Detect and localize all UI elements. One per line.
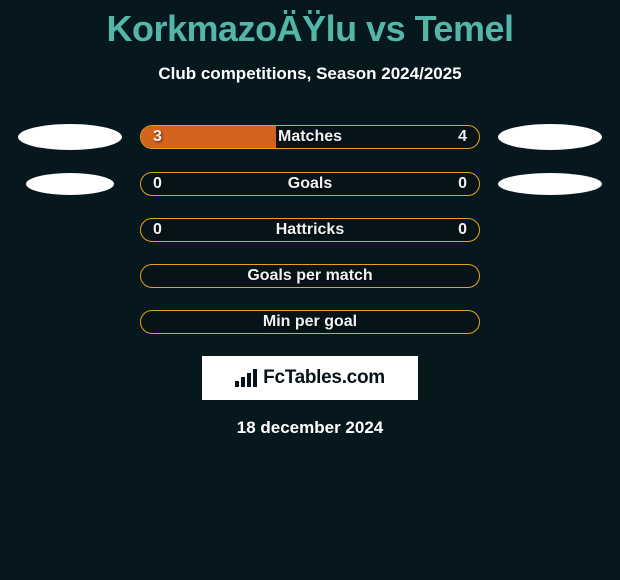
comparison-row: Min per goal: [0, 310, 620, 334]
logo-text: FcTables.com: [263, 367, 385, 389]
stat-value-right: 4: [458, 126, 467, 148]
player-left-ellipse: [18, 124, 122, 150]
bar-chart-icon: [235, 369, 257, 387]
stat-bar: Min per goal: [140, 310, 480, 334]
player-right-ellipse: [498, 124, 602, 150]
stat-label: Matches: [141, 126, 479, 148]
right-ellipse-slot: [480, 173, 620, 195]
stat-value-right: 0: [458, 173, 467, 195]
comparison-row: Hattricks0 0: [0, 218, 620, 242]
player-left-ellipse: [26, 173, 114, 195]
stat-label: Goals per match: [141, 265, 479, 287]
right-ellipse-slot: [480, 124, 620, 150]
stat-label: Goals: [141, 173, 479, 195]
stat-value-left: 3: [153, 126, 162, 148]
left-ellipse-slot: [0, 124, 140, 150]
generated-date: 18 december 2024: [0, 418, 620, 438]
left-ellipse-slot: [0, 173, 140, 195]
comparison-rows: Matches34Goals00Hattricks00Goals per mat…: [0, 124, 620, 334]
player-right-ellipse: [498, 173, 602, 195]
stat-bar: Goals0 0: [140, 172, 480, 196]
stat-value-left: 0: [153, 173, 162, 195]
stat-bar: Goals per match: [140, 264, 480, 288]
comparison-subtitle: Club competitions, Season 2024/2025: [0, 64, 620, 84]
stat-value-right: 0: [458, 219, 467, 241]
stat-label: Hattricks: [141, 219, 479, 241]
comparison-row: Goals0 0: [0, 172, 620, 196]
stat-label: Min per goal: [141, 311, 479, 333]
stat-value-left: 0: [153, 219, 162, 241]
comparison-row: Matches3 4: [0, 124, 620, 150]
fctables-logo: FcTables.com: [202, 356, 418, 400]
comparison-row: Goals per match: [0, 264, 620, 288]
stat-bar: Matches3 4: [140, 125, 480, 149]
comparison-title: KorkmazoÄŸlu vs Temel: [0, 0, 620, 50]
stat-bar: Hattricks0 0: [140, 218, 480, 242]
